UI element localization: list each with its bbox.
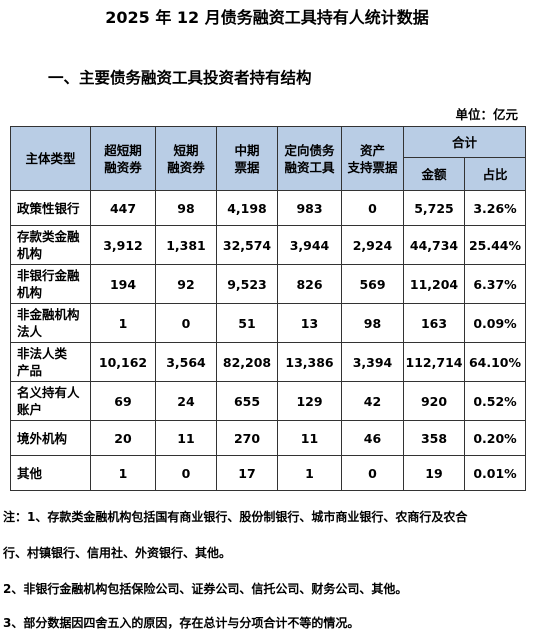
table-cell: 92 [155, 264, 217, 304]
header-amount: 金额 [403, 157, 465, 191]
table-cell: 51 [216, 303, 278, 343]
table-cell: 25.44% [463, 225, 527, 265]
table-cell: 3,944 [277, 225, 342, 265]
row-category: 非银行金融 机构 [10, 264, 91, 304]
table-cell: 19 [403, 455, 465, 491]
table-cell: 3.26% [463, 190, 527, 226]
header-abn: 资产 支持票据 [341, 126, 404, 191]
table-cell: 82,208 [216, 342, 278, 382]
table-cell: 17 [216, 455, 278, 491]
table-cell: 3,912 [90, 225, 156, 265]
table-cell: 112,714 [403, 342, 465, 382]
table-row: 名义持有人 账户 69 24 655 129 42 920 0.52% [10, 381, 527, 421]
holders-table: 主体类型 超短期 融资券 短期 融资券 中期 票据 定向债务 融资工具 资产 支… [10, 126, 527, 491]
footnote-1: 注：1、存款类金融机构包括国有商业银行、股份制银行、城市商业银行、农商行及农合 [3, 510, 468, 524]
table-cell: 32,574 [216, 225, 278, 265]
row-category: 其他 [10, 455, 91, 491]
table-cell: 129 [277, 381, 342, 421]
table-cell: 0.01% [463, 455, 527, 491]
unit-label: 单位：亿元 [455, 107, 518, 122]
table-cell: 64.10% [463, 342, 527, 382]
table-cell: 0 [155, 455, 217, 491]
table-cell: 0.09% [463, 303, 527, 343]
table-cell: 0.20% [463, 420, 527, 456]
table-cell: 44,734 [403, 225, 465, 265]
header-ratio: 占比 [463, 157, 527, 191]
table-cell: 358 [403, 420, 465, 456]
table-cell: 2,924 [341, 225, 404, 265]
table-cell: 0.52% [463, 381, 527, 421]
table-cell: 826 [277, 264, 342, 304]
table-cell: 920 [403, 381, 465, 421]
table-cell: 447 [90, 190, 156, 226]
table-cell: 0 [341, 455, 404, 491]
table-cell: 13,386 [277, 342, 342, 382]
table-cell: 0 [155, 303, 217, 343]
table-cell: 1,381 [155, 225, 217, 265]
table-cell: 163 [403, 303, 465, 343]
row-category: 存款类金融 机构 [10, 225, 91, 265]
footnote-3: 3、部分数据因四舍五入的原因，存在总计与分项合计不等的情况。 [3, 616, 360, 630]
table-cell: 11 [155, 420, 217, 456]
table-cell: 1 [90, 455, 156, 491]
table-cell: 46 [341, 420, 404, 456]
table-cell: 3,564 [155, 342, 217, 382]
table-cell: 98 [155, 190, 217, 226]
table-cell: 1 [90, 303, 156, 343]
table-cell: 98 [341, 303, 404, 343]
header-short: 短期 融资券 [155, 126, 217, 191]
table-row: 非法人类 产品 10,162 3,564 82,208 13,386 3,394 112,7… [10, 342, 527, 382]
table-cell: 24 [155, 381, 217, 421]
row-category: 政策性银行 [10, 190, 91, 226]
table-row: 政策性银行 447 98 4,198 983 0 5,725 3.26% [10, 190, 527, 226]
footnote-2: 2、非银行金融机构包括保险公司、证券公司、信托公司、财务公司、其他。 [3, 582, 408, 596]
row-category: 境外机构 [10, 420, 91, 456]
table-row: 其他 1 0 17 1 0 19 0.01% [10, 455, 527, 491]
table-cell: 42 [341, 381, 404, 421]
table-cell: 655 [216, 381, 278, 421]
table-cell: 13 [277, 303, 342, 343]
table-cell: 9,523 [216, 264, 278, 304]
header-super-short: 超短期 融资券 [90, 126, 156, 191]
table-row: 境外机构 20 11 270 11 46 358 0.20% [10, 420, 527, 456]
row-category: 非法人类 产品 [10, 342, 91, 382]
table-cell: 11,204 [403, 264, 465, 304]
table-cell: 270 [216, 420, 278, 456]
page-title: 2025 年 12 月债务融资工具持有人统计数据 [105, 8, 429, 27]
table-cell: 11 [277, 420, 342, 456]
table-row: 非金融机构 法人 1 0 51 13 98 163 0.09% [10, 303, 527, 343]
table-cell: 0 [341, 190, 404, 226]
row-category: 名义持有人 账户 [10, 381, 91, 421]
header-total: 合计 [402, 126, 527, 158]
table-cell: 3,394 [341, 342, 404, 382]
footnote-1-cont: 行、村镇银行、信用社、外资银行、其他。 [3, 546, 232, 560]
table-cell: 10,162 [90, 342, 156, 382]
table-cell: 4,198 [216, 190, 278, 226]
row-category: 非金融机构 法人 [10, 303, 91, 343]
table-cell: 20 [90, 420, 156, 456]
header-medium: 中期 票据 [216, 126, 278, 191]
table-cell: 1 [277, 455, 342, 491]
table-cell: 69 [90, 381, 156, 421]
section-title: 一、主要债务融资工具投资者持有结构 [48, 69, 312, 87]
table-cell: 569 [341, 264, 404, 304]
header-category: 主体类型 [10, 126, 91, 191]
table-cell: 194 [90, 264, 156, 304]
table-cell: 6.37% [463, 264, 527, 304]
table-row: 非银行金融 机构 194 92 9,523 826 569 11,204 6.37% [10, 264, 527, 304]
table-cell: 983 [277, 190, 342, 226]
table-cell: 5,725 [403, 190, 465, 226]
header-directed: 定向债务 融资工具 [277, 126, 342, 191]
table-row: 存款类金融 机构 3,912 1,381 32,574 3,944 2,924 44,734… [10, 225, 527, 265]
